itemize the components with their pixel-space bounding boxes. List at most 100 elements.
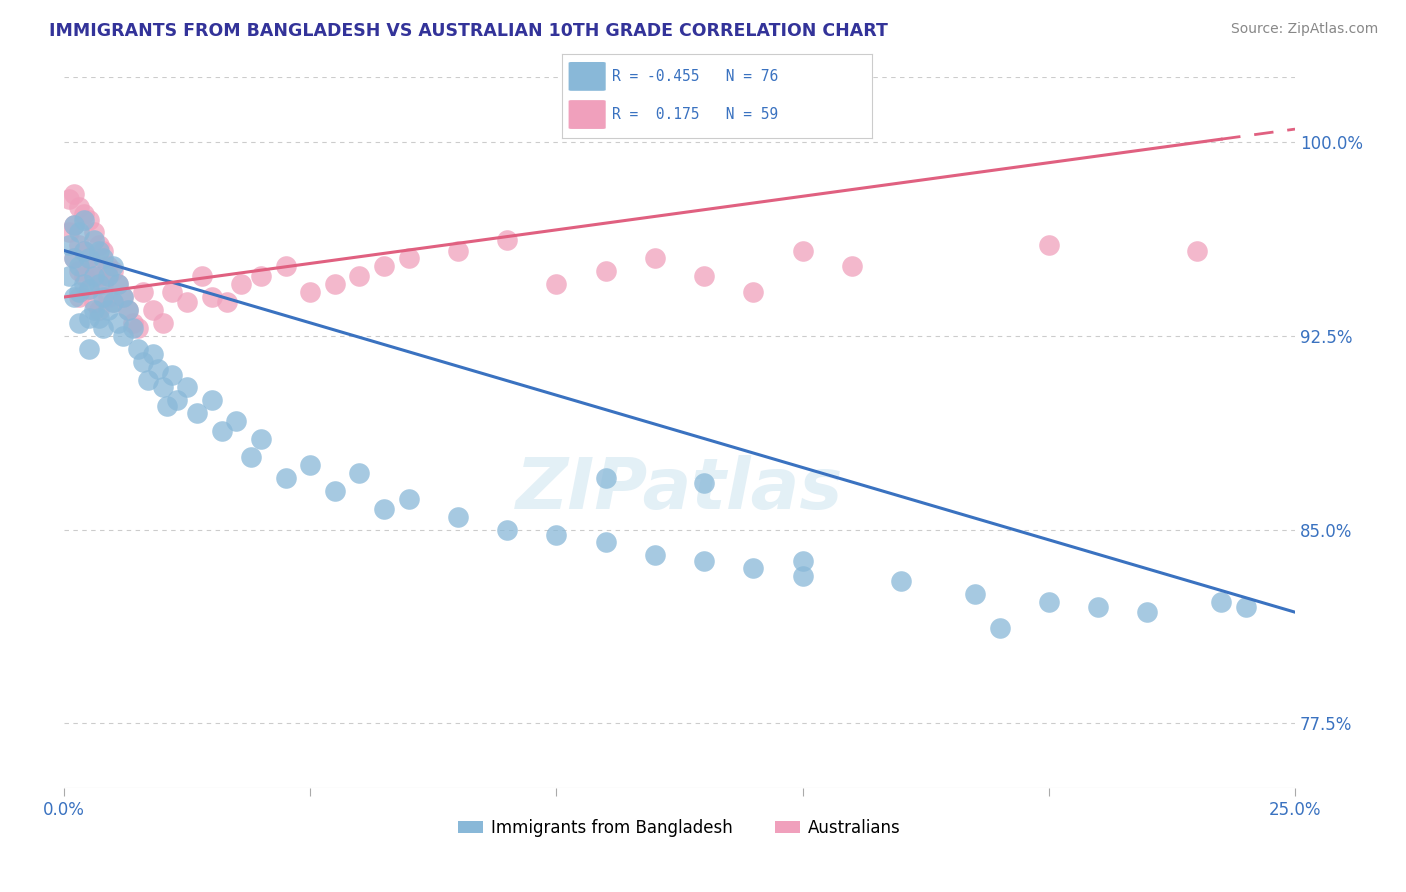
Point: [231, 277, 253, 291]
Point: [58, 238, 80, 252]
Point: [93, 277, 115, 291]
Point: [87, 269, 110, 284]
Point: [67, 259, 90, 273]
Point: [132, 354, 155, 368]
Point: [58, 226, 80, 240]
Point: [77, 252, 100, 266]
Point: [87, 238, 110, 252]
Point: [250, 269, 273, 284]
Point: [644, 252, 666, 266]
Point: [323, 277, 346, 291]
Point: [97, 259, 120, 273]
Point: [1136, 605, 1159, 619]
Point: [225, 414, 247, 428]
Point: [83, 226, 105, 240]
Point: [988, 621, 1011, 635]
Point: [67, 200, 90, 214]
Point: [201, 290, 224, 304]
Point: [67, 264, 90, 278]
Point: [792, 569, 814, 583]
Point: [373, 259, 395, 273]
Point: [142, 347, 165, 361]
Point: [240, 450, 263, 465]
Point: [107, 277, 129, 291]
Point: [162, 368, 184, 382]
Point: [191, 269, 214, 284]
Text: R =  0.175   N = 59: R = 0.175 N = 59: [612, 107, 778, 122]
Point: [112, 290, 135, 304]
Point: [152, 380, 174, 394]
Point: [166, 393, 188, 408]
Point: [87, 244, 110, 258]
Point: [67, 290, 90, 304]
Point: [103, 259, 125, 273]
Point: [132, 285, 155, 299]
Point: [299, 458, 322, 472]
Point: [77, 310, 100, 325]
Point: [127, 342, 149, 356]
Point: [93, 244, 115, 258]
Point: [107, 277, 129, 291]
Point: [373, 501, 395, 516]
Point: [67, 238, 90, 252]
Point: [398, 491, 420, 506]
Point: [63, 218, 86, 232]
Point: [103, 295, 125, 310]
Point: [176, 295, 198, 310]
Point: [117, 302, 139, 317]
Point: [890, 574, 912, 589]
Point: [93, 321, 115, 335]
Point: [117, 302, 139, 317]
Point: [349, 269, 371, 284]
Point: [127, 321, 149, 335]
Legend: Immigrants from Bangladesh, Australians: Immigrants from Bangladesh, Australians: [451, 812, 908, 844]
Point: [93, 252, 115, 266]
Point: [1038, 238, 1060, 252]
FancyBboxPatch shape: [568, 62, 606, 91]
Point: [58, 269, 80, 284]
Point: [63, 252, 86, 266]
Point: [77, 252, 100, 266]
Point: [67, 316, 90, 330]
Point: [73, 212, 96, 227]
Point: [67, 285, 90, 299]
Point: [77, 282, 100, 296]
Point: [97, 302, 120, 317]
Point: [63, 218, 86, 232]
Point: [63, 186, 86, 201]
Point: [93, 290, 115, 304]
Point: [77, 342, 100, 356]
Point: [595, 264, 617, 278]
Text: R = -0.455   N = 76: R = -0.455 N = 76: [612, 69, 778, 84]
Point: [152, 316, 174, 330]
Point: [742, 561, 765, 575]
Point: [67, 226, 90, 240]
Point: [546, 277, 568, 291]
Point: [107, 316, 129, 330]
Point: [693, 269, 716, 284]
Point: [546, 527, 568, 541]
Point: [63, 252, 86, 266]
Point: [63, 290, 86, 304]
Point: [349, 466, 371, 480]
Point: [644, 549, 666, 563]
Point: [73, 277, 96, 291]
Point: [112, 290, 135, 304]
Point: [73, 244, 96, 258]
Point: [1038, 595, 1060, 609]
Point: [162, 285, 184, 299]
Point: [83, 302, 105, 317]
Point: [447, 244, 470, 258]
Point: [186, 406, 208, 420]
Point: [742, 285, 765, 299]
Point: [274, 259, 297, 273]
Point: [83, 259, 105, 273]
Point: [792, 553, 814, 567]
Point: [496, 233, 519, 247]
Point: [142, 302, 165, 317]
Point: [83, 269, 105, 284]
Point: [274, 471, 297, 485]
Point: [122, 316, 145, 330]
Point: [97, 290, 120, 304]
Point: [73, 207, 96, 221]
